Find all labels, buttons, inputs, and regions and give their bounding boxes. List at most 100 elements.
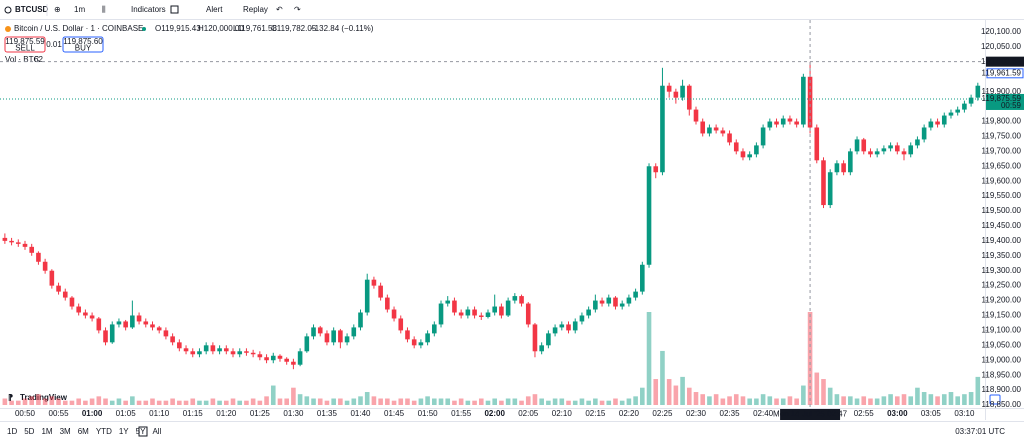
search-icon[interactable] [4,6,12,14]
interval[interactable]: 1m [74,5,85,14]
candle-body [385,297,390,310]
volume-bar [224,400,229,405]
date-range-icon[interactable] [138,426,148,437]
high-price-box [986,68,1024,79]
range-button[interactable]: 5D [24,427,34,436]
candle-body [190,351,196,355]
volume-bar [827,387,833,405]
volume-bar [499,400,504,405]
candle-body [452,300,457,313]
range-button[interactable]: 5Y [136,427,146,436]
candle-body [116,321,122,325]
volume-bar [566,400,571,405]
volume-bar [787,396,793,405]
volume-bar [411,400,417,405]
candle-body [740,151,746,158]
candle-body [640,264,645,292]
volume-bar [270,385,276,405]
candle-body [525,303,531,325]
spread: 0.01 [46,40,62,49]
candle-body [371,279,377,286]
volume-bar [713,394,719,405]
candle-body [351,327,357,337]
undo[interactable]: ↶ [276,5,283,14]
y-tick-label: 119,700.00 [982,146,1022,155]
candle-body [177,342,182,349]
y-tick-label: 119,550.00 [982,191,1022,200]
x-tick-label: 02:30 [686,409,707,418]
volume-bar [364,392,370,405]
candle-body [848,151,853,173]
candle-body [821,160,826,206]
candle-body [908,145,914,155]
layouts-icon[interactable] [170,5,179,14]
candle-body [130,315,135,328]
range-button[interactable]: 6M [78,427,89,436]
range-button[interactable]: 1M [41,427,52,436]
range-button[interactable]: 1D [7,427,17,436]
candle-body [411,339,417,346]
symbol[interactable]: BTCUSD [15,5,49,14]
candle-body [693,109,699,122]
volume-bar [727,396,732,405]
volume-bar [834,394,840,405]
range-button[interactable]: YTD [96,427,112,436]
volume-legend-value: 62 [34,55,43,64]
add-symbol[interactable]: ⊕ [54,5,61,14]
chart-type-icon[interactable]: ⫼ [102,5,106,14]
range-button[interactable]: 3M [60,427,71,436]
sell-button[interactable] [4,36,46,53]
candle-body [358,312,363,328]
legend-close: C119,782.05 [271,24,317,33]
volume-bar [69,400,75,405]
settings-badge[interactable] [989,394,1001,405]
candle-body [445,300,451,304]
buy-label[interactable]: BUY [75,44,92,53]
y-tick-label: 119,150.00 [982,311,1022,320]
volume-bar [203,400,209,405]
candle-body [432,324,437,334]
candle-body [619,303,625,307]
volume-bar [150,398,155,405]
buy-button[interactable] [62,36,104,53]
candle-body [210,345,216,352]
candle-body [948,112,954,116]
sell-label[interactable]: SELL [15,44,35,53]
y-tick-label: 119,500.00 [982,206,1022,215]
candle-body [103,330,108,343]
volume-bar [371,396,377,405]
volume-bar [733,394,739,405]
candle-body [156,327,162,331]
candle-body [56,285,61,292]
alert[interactable]: Alert [206,5,223,14]
volume-bar [801,385,806,405]
candle-body [42,261,48,271]
candle-body [29,246,35,253]
candle-body [284,358,289,362]
volume-bar [539,398,544,405]
volume-bar [941,394,947,405]
volume-bar [163,400,169,405]
indicators[interactable]: Indicators [131,5,166,14]
candle-body [854,139,860,152]
candle-body [425,333,430,343]
candle-body [250,352,256,355]
candle-body [257,354,263,358]
x-tick-label: 02:35 [720,409,741,418]
buy-price[interactable]: 119,875.60 [63,37,103,46]
volume-bar [338,398,343,405]
range-button[interactable]: 1Y [119,427,129,436]
candle-body [546,333,551,346]
x-tick-label: 01:05 [116,409,137,418]
y-tick-label: 119,050.00 [982,340,1022,349]
market-status [142,27,146,31]
range-button[interactable]: All [152,427,161,436]
volume-bar [485,400,491,405]
replay[interactable]: Replay [243,5,268,14]
volume-bar [291,387,296,405]
y-tick-label: 119,650.00 [982,161,1022,170]
redo[interactable]: ↷ [294,5,301,14]
volume-bar [532,394,538,405]
sell-price[interactable]: 119,875.59 [5,37,45,46]
candle-body [801,76,806,125]
